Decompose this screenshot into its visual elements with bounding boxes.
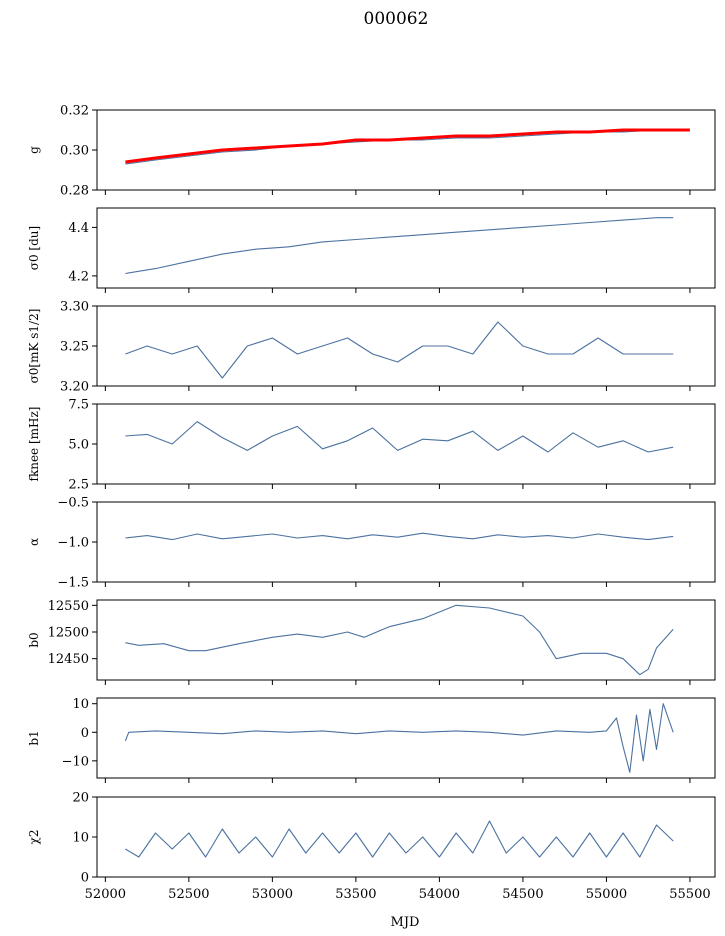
x-tick-label: 55500: [669, 887, 710, 902]
y-tick-label: 3.30: [60, 300, 89, 315]
y-tick-label: 20: [72, 791, 89, 806]
y-axis-label-7: b1: [27, 730, 41, 745]
shared-x-axis: 52000 52500 53000 53500 54000 54500 55000 55500: [85, 887, 711, 902]
panel-4: 2.5 5.0 7.5 fknee [mHz]: [27, 398, 716, 493]
x-tick-label: 53500: [335, 887, 376, 902]
y-tick-label: 12500: [48, 626, 89, 641]
y-tick-label: 4.2: [68, 269, 89, 284]
panel-frame-2: [96, 207, 716, 289]
y-tick-label: 12450: [48, 652, 89, 667]
y-tick-label: 2.5: [68, 478, 89, 493]
y-tick-label: −10: [62, 754, 89, 769]
y-tick-label: 7.5: [68, 398, 89, 413]
panel-frame-4: [96, 403, 716, 485]
y-tick-label: 3.25: [60, 340, 89, 355]
y-tick-label: 3.20: [60, 380, 89, 395]
x-tick-label: 52000: [85, 887, 126, 902]
y-tick-label: 0.28: [60, 184, 89, 199]
panel-8: 0 10 20 χ2: [27, 791, 716, 886]
y-axis-label-1: g: [27, 146, 41, 154]
x-tick-label: 55000: [586, 887, 627, 902]
panel-2: 4.2 4.4 σ0 [du]: [27, 207, 716, 293]
y-tick-label: −0.5: [57, 496, 89, 511]
panel-frame-3: [96, 305, 716, 387]
panel-3: 3.20 3.25 3.30 σ0[mK s1/2]: [27, 300, 716, 395]
data-line-6: [125, 604, 674, 676]
y-axis-label-8: χ2: [27, 830, 41, 845]
panel-7: −10 0 10 b1: [27, 697, 716, 783]
x-tick-label: 54500: [502, 887, 543, 902]
x-axis-label: MJD: [391, 915, 420, 930]
x-tick-label: 54000: [419, 887, 460, 902]
data-line-3: [125, 321, 674, 379]
y-tick-label: 12550: [48, 599, 89, 614]
panel-frame-1: [96, 109, 716, 191]
panel-frame-8: [96, 796, 716, 878]
y-tick-label: 0.30: [60, 144, 89, 159]
panel-frame-7: [96, 697, 716, 779]
data-line-8: [125, 820, 674, 858]
y-tick-label: −1.0: [57, 536, 89, 551]
chart-title: 000062: [364, 9, 429, 29]
x-tick-label: 53000: [252, 887, 293, 902]
y-tick-label: 5.0: [68, 438, 89, 453]
x-tick-label: 52500: [168, 887, 209, 902]
y-tick-label: 4.4: [68, 221, 89, 236]
fit-line-1: [125, 128, 690, 164]
panel-5: −1.5 −1.0 −0.5 α: [27, 496, 716, 591]
panel-frame-5: [96, 501, 716, 583]
y-tick-label: 0.32: [60, 104, 89, 119]
y-tick-label: 0: [81, 871, 89, 886]
y-axis-label-3: σ0[mK s1/2]: [27, 309, 41, 384]
y-axis-label-4: fknee [mHz]: [27, 407, 41, 482]
y-tick-label: 10: [72, 697, 89, 712]
panels-group: 0.28 0.30 0.32 g 4.2 4.4 σ0 [du] 3.20 3.25 3.30 σ0…: [27, 104, 716, 886]
panel-1: 0.28 0.30 0.32 g: [27, 104, 716, 199]
data-line-1: [125, 129, 674, 165]
data-line-4: [125, 421, 674, 453]
y-tick-label: −1.5: [57, 576, 89, 591]
data-line-2: [125, 217, 674, 275]
data-line-5: [125, 532, 674, 541]
y-tick-label: 10: [72, 831, 89, 846]
y-axis-label-5: α: [27, 538, 41, 546]
y-axis-label-6: b0: [27, 632, 41, 647]
y-axis-label-2: σ0 [du]: [27, 226, 41, 270]
data-line-7: [124, 703, 674, 773]
y-tick-label: 0: [81, 726, 89, 741]
panel-frame-6: [96, 599, 716, 681]
panel-6: 12450 12500 12550 b0: [27, 599, 716, 685]
